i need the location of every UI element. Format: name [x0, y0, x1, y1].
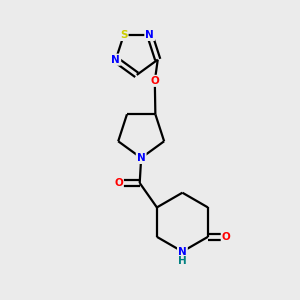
Text: N: N — [111, 55, 120, 65]
Text: O: O — [150, 76, 159, 86]
Text: S: S — [120, 30, 127, 40]
Text: N: N — [137, 153, 146, 163]
Text: N: N — [178, 247, 187, 256]
Text: O: O — [222, 232, 230, 242]
Text: H: H — [178, 256, 187, 266]
Text: N: N — [146, 30, 154, 40]
Text: O: O — [114, 178, 123, 188]
